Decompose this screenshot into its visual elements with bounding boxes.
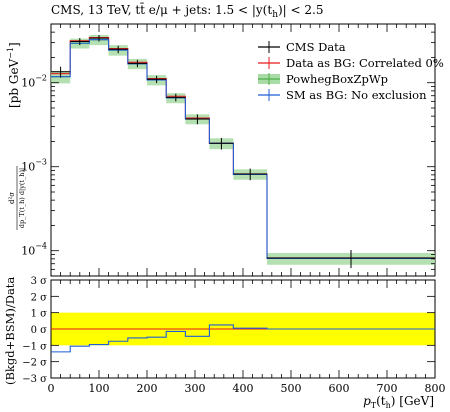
ratio-y-tick-label: −1 σ <box>22 341 47 352</box>
red-series-line <box>51 36 435 259</box>
ratio-y-axis-label: (Bkgd+BSM)/Data <box>3 277 17 385</box>
svg-text:[pb GeV−1]: [pb GeV−1] <box>6 42 21 108</box>
ratio-y-tick-label: 0 σ <box>31 325 48 336</box>
ratio-blue-line <box>51 324 435 353</box>
ratio-y-tick-label: 1 σ <box>31 309 48 320</box>
y-tick-label: 10−4 <box>21 242 47 258</box>
ratio-y-tick-label: −2 σ <box>22 358 47 369</box>
ratio-y-tick-label: −3 σ <box>22 374 47 385</box>
x-axis-ticks: 0 100 200 300 400 500 600 700 800 <box>48 24 446 395</box>
x-tick-label: 500 <box>281 382 302 395</box>
y-tick-label: 10−3 <box>21 158 47 174</box>
data-points-group <box>51 34 435 269</box>
legend-label: Data as BG: Correlated 0% <box>286 56 444 70</box>
y-axis-label-fraction: d²σ <box>8 192 16 204</box>
x-tick-label: 300 <box>185 382 206 395</box>
chart-title: CMS, 13 TeV, tt̄ e/μ + jets: 1.5 < |y(th… <box>51 1 324 20</box>
ratio-y-tick-label: 3 σ <box>31 276 48 287</box>
x-tick-label: 600 <box>329 382 350 395</box>
x-tick-label: 0 <box>48 382 55 395</box>
x-tick-label: 100 <box>89 382 110 395</box>
ratio-y-tick-label: 2 σ <box>31 292 48 303</box>
legend: CMS Data Data as BG: Correlated 0% PowhegB… <box>258 40 444 102</box>
y-axis-label: [pb GeV−1] d²σ dp_T(t_h) d|y(t_h)| <box>6 42 26 230</box>
y-tick-label: 10−2 <box>21 74 47 90</box>
x-tick-label: 700 <box>377 382 398 395</box>
ratio-panel-group: 3 σ 2 σ 1 σ 0 σ −1 σ −2 σ −3 σ <box>22 276 435 385</box>
x-tick-label: 200 <box>137 382 158 395</box>
x-tick-label: 400 <box>233 382 254 395</box>
x-tick-label: 800 <box>425 382 446 395</box>
x-axis-label: pT(th) [GeV] <box>363 394 434 410</box>
legend-label: CMS Data <box>286 40 346 54</box>
y-axis-ticks: 10−4 10−3 10−2 <box>21 23 435 277</box>
svg-text:dp_T(t_h) d|y(t_h)|: dp_T(t_h) d|y(t_h)| <box>18 168 26 228</box>
red-series-group <box>51 36 435 259</box>
legend-label: SM as BG: No exclusion <box>286 88 427 102</box>
legend-label: PowhegBoxZpWp <box>286 72 388 86</box>
